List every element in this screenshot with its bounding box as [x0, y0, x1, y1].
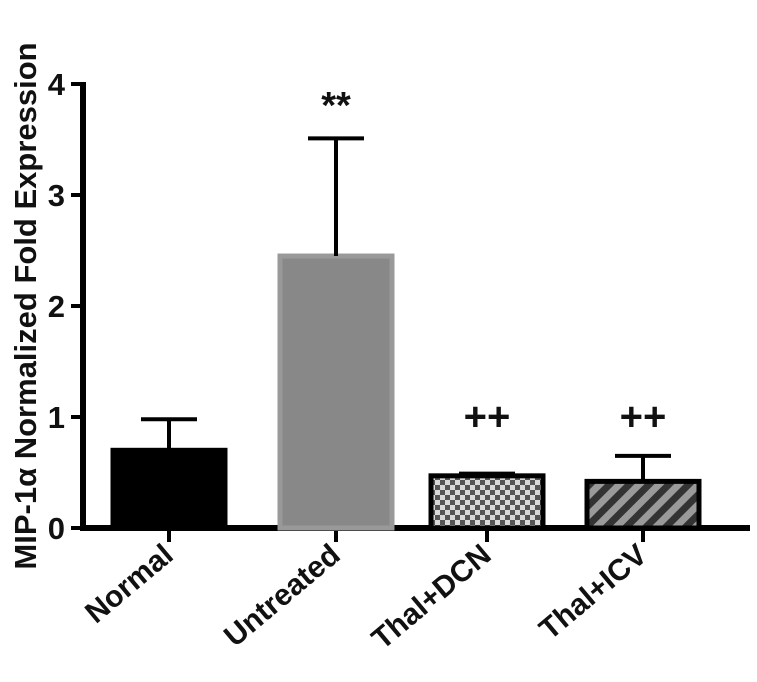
y-tick-label: 3	[48, 178, 65, 213]
bar	[428, 473, 546, 531]
y-tick-label: 1	[48, 400, 65, 435]
y-tick-label: 4	[48, 67, 66, 102]
x-tick-label: Thal+ICV	[533, 538, 653, 646]
x-tick-label: Untreated	[218, 538, 346, 653]
significance-annotation: ++	[620, 395, 667, 439]
bars	[110, 253, 702, 531]
bar	[110, 447, 228, 531]
x-tick-label: Normal	[79, 538, 179, 630]
error-bars	[141, 136, 671, 482]
significance-annotation: ++	[464, 395, 511, 439]
y-tick-label: 0	[48, 511, 65, 546]
annotations: ** ++ ++	[321, 85, 666, 439]
y-axis-label: MIP-1α Normalized Fold Expression	[8, 42, 43, 569]
x-tick-labels: Normal Untreated Thal+DCN Thal+ICV	[79, 538, 653, 656]
significance-annotation: **	[321, 85, 351, 127]
y-tick-label: 2	[48, 289, 65, 324]
y-tick-labels: 0 1 2 3 4	[48, 67, 66, 546]
x-tick-label: Thal+DCN	[366, 538, 498, 656]
bar	[277, 253, 395, 531]
bar	[584, 478, 702, 531]
